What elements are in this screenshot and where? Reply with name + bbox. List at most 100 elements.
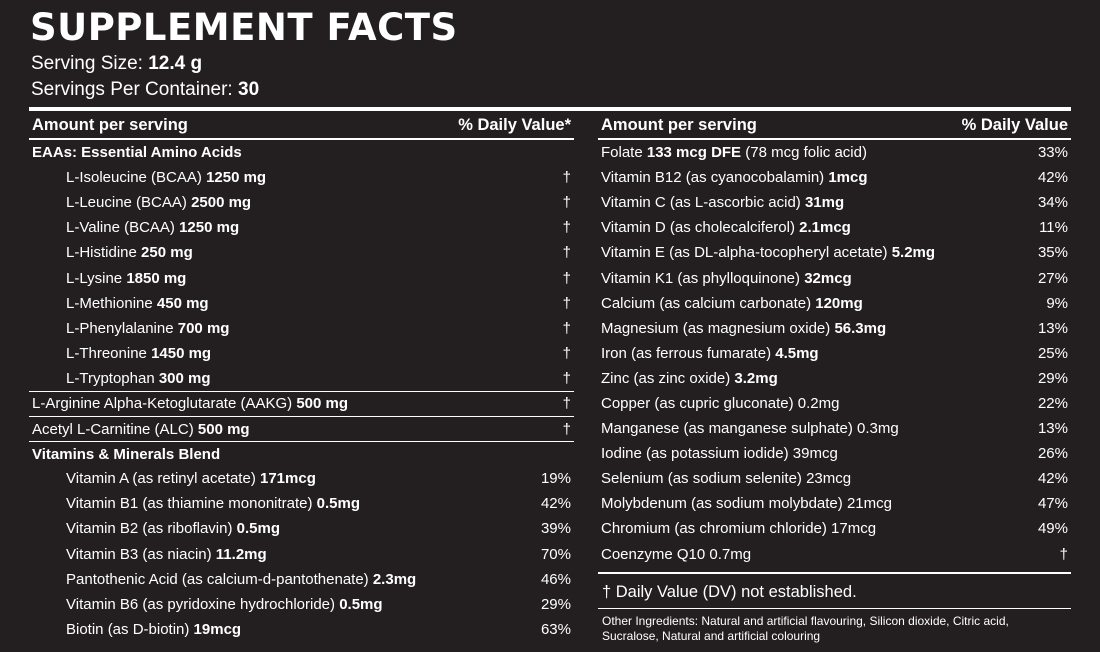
nutrient-label: Vitamin B2 (as riboflavin) <box>66 520 237 538</box>
nutrient-amount: 56.3mg <box>834 319 887 337</box>
daily-value: 46% <box>540 570 571 588</box>
left-amount-header: Amount per serving <box>32 116 188 134</box>
table-row: Iron (as ferrous fumarate) 4.5mg 25% <box>598 341 1071 366</box>
nutrient-amount: 1850 mg <box>126 269 187 287</box>
nutrient-amount: 2.1mcg <box>799 219 851 237</box>
nutrient-name: L-Isoleucine (BCAA) 1250 mg <box>66 169 266 186</box>
nutrient-amount: 2.3mg <box>372 570 417 588</box>
nutrient-label: Molybdenum (as sodium molybdate) 21mcg <box>601 495 892 513</box>
nutrient-label: Pantothenic Acid (as calcium-d-pantothen… <box>66 570 373 588</box>
nutrient-amount: 11.2mg <box>215 545 267 563</box>
table-row: Vitamins & Minerals Blend <box>29 441 574 466</box>
table-row: L-Threonine 1450 mg † <box>29 341 574 366</box>
daily-value: 13% <box>1037 319 1068 337</box>
nutrient-label: L-Leucine (BCAA) <box>66 194 192 212</box>
nutrient-amount: 3.2mg <box>734 369 778 387</box>
nutrient-name: L-Phenylalanine 700 mg <box>66 320 229 337</box>
right-rows: Folate 133 mcg DFE (78 mcg folic acid) 33… <box>598 140 1071 567</box>
servings-per-container-value: 30 <box>238 79 260 100</box>
table-row: Vitamin C (as L-ascorbic acid) 31mg 34% <box>598 190 1071 215</box>
ingredients-divider <box>598 608 1071 609</box>
nutrient-name: Vitamin A (as retinyl acetate) 171mcg <box>66 470 316 487</box>
nutrient-name: Magnesium (as magnesium oxide) 56.3mg <box>601 320 886 337</box>
table-row: Vitamin B3 (as niacin) 11.2mg 70% <box>29 542 574 567</box>
nutrient-name: L-Threonine 1450 mg <box>66 345 211 362</box>
daily-value: † <box>562 395 571 413</box>
servings-per-container-label: Servings Per Container: <box>31 79 238 100</box>
nutrient-label: L-Arginine Alpha-Ketoglutarate (AAKG) <box>32 395 297 413</box>
table-row: Coenzyme Q10 0.7mg † <box>598 542 1071 567</box>
daily-value-footnote: † Daily Value (DV) not established. <box>602 583 857 601</box>
table-row: Chromium (as chromium chloride) 17mcg 49% <box>598 516 1071 541</box>
daily-value: † <box>562 194 571 212</box>
nutrient-label: Vitamin B3 (as niacin) <box>66 545 216 563</box>
nutrient-amount: 0.5mg <box>339 595 383 613</box>
table-row: L-Tryptophan 300 mg † <box>29 366 574 391</box>
nutrient-name: Vitamin D (as cholecalciferol) 2.1mcg <box>601 219 851 236</box>
nutrient-amount: 5.2mg <box>891 244 936 262</box>
daily-value: 11% <box>1039 219 1068 237</box>
nutrient-name: Vitamin B6 (as pyridoxine hydrochloride)… <box>66 596 383 613</box>
nutrient-amount: 4.5mg <box>775 344 819 362</box>
daily-value: 25% <box>1037 344 1068 362</box>
nutrient-amount: 2500 mg <box>191 194 252 212</box>
nutrient-amount: 450 mg <box>156 294 209 312</box>
right-amount-header: Amount per serving <box>601 116 757 134</box>
daily-value: † <box>562 269 571 287</box>
top-divider <box>29 107 1071 111</box>
nutrient-name: Selenium (as sodium selenite) 23mcg <box>601 470 851 487</box>
daily-value: 42% <box>1037 470 1068 488</box>
nutrient-label: Vitamins & Minerals Blend <box>32 445 221 463</box>
nutrient-name: Vitamins & Minerals Blend <box>32 446 220 463</box>
nutrient-label: Vitamin A (as retinyl acetate) <box>66 470 260 488</box>
table-row: Manganese (as manganese sulphate) 0.3mg 1… <box>598 416 1071 441</box>
daily-value: 13% <box>1037 420 1068 438</box>
right-column: Amount per serving % Daily Value Folate … <box>598 111 1071 567</box>
nutrient-label: Vitamin B6 (as pyridoxine hydrochloride) <box>66 595 340 613</box>
nutrient-name: Vitamin C (as L-ascorbic acid) 31mg <box>601 194 844 211</box>
nutrient-label: Vitamin C (as L-ascorbic acid) <box>601 194 805 212</box>
left-dv-header: % Daily Value* <box>458 116 571 134</box>
table-row: Vitamin A (as retinyl acetate) 171mcg 19% <box>29 466 574 491</box>
nutrient-name: Coenzyme Q10 0.7mg <box>601 546 751 563</box>
daily-value: 26% <box>1037 445 1068 463</box>
nutrient-amount: 500 mg <box>296 395 349 413</box>
nutrient-label: L-Threonine <box>66 344 152 362</box>
nutrient-amount: 1250 mg <box>179 219 240 237</box>
nutrient-amount: 0.5mg <box>316 495 361 513</box>
daily-value: 49% <box>1037 520 1068 538</box>
nutrient-label: L-Phenylalanine <box>66 319 178 337</box>
table-row: Vitamin K1 (as phylloquinone) 32mcg 27% <box>598 265 1071 290</box>
nutrient-label: Biotin (as D-biotin) <box>66 620 194 638</box>
servings-per-container: Servings Per Container: 30 <box>31 79 259 101</box>
table-row: Molybdenum (as sodium molybdate) 21mcg 47… <box>598 491 1071 516</box>
serving-size-value: 12.4 g <box>148 53 203 74</box>
nutrient-label: Iodine (as potassium iodide) 39mcg <box>601 445 838 463</box>
nutrient-name: Vitamin B1 (as thiamine mononitrate) 0.5… <box>66 495 360 512</box>
table-row: Iodine (as potassium iodide) 39mcg 26% <box>598 441 1071 466</box>
serving-size-label: Serving Size: <box>31 53 149 74</box>
daily-value: 33% <box>1037 144 1068 162</box>
daily-value: † <box>562 169 571 187</box>
nutrient-name: Zinc (as zinc oxide) 3.2mg <box>601 370 778 387</box>
nutrient-amount: 1250 mg <box>206 169 267 187</box>
daily-value: 29% <box>540 595 571 613</box>
nutrient-label: Selenium (as sodium selenite) 23mcg <box>601 470 852 488</box>
nutrient-label: Coenzyme Q10 0.7mg <box>601 545 752 563</box>
daily-value: † <box>562 294 571 312</box>
nutrient-name: Iodine (as potassium iodide) 39mcg <box>601 445 838 462</box>
daily-value: † <box>562 219 571 237</box>
table-row: L-Valine (BCAA) 1250 mg † <box>29 215 574 240</box>
table-row: Vitamin B2 (as riboflavin) 0.5mg 39% <box>29 516 574 541</box>
table-row: L-Lysine 1850 mg † <box>29 265 574 290</box>
daily-value: † <box>562 319 571 337</box>
nutrient-label: L-Tryptophan <box>66 369 159 387</box>
table-row: L-Isoleucine (BCAA) 1250 mg † <box>29 165 574 190</box>
daily-value: † <box>562 344 571 362</box>
nutrient-amount: 700 mg <box>177 319 230 337</box>
nutrient-name: L-Histidine 250 mg <box>66 244 193 261</box>
table-row: Acetyl L-Carnitine (ALC) 500 mg † <box>29 416 574 441</box>
nutrient-label: Vitamin B12 (as cyanocobalamin) <box>601 169 829 187</box>
nutrient-amount: 171mcg <box>259 470 316 488</box>
label-title: SUPPLEMENT FACTS <box>30 6 458 49</box>
